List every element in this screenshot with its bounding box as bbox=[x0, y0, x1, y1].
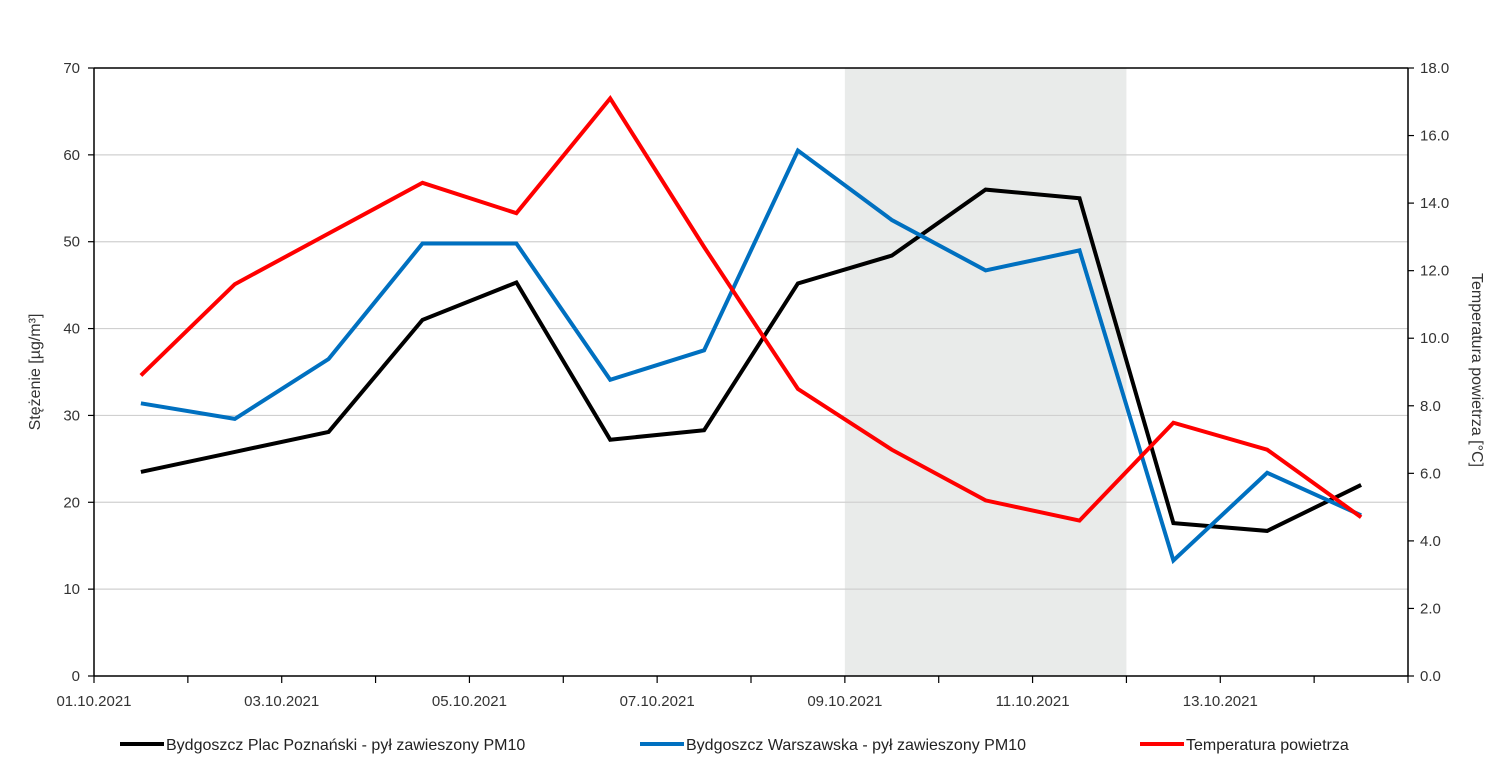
left-tick-label: 0 bbox=[72, 668, 80, 685]
left-tick-label: 30 bbox=[63, 407, 80, 424]
highlight-band bbox=[844, 68, 1127, 676]
legend-item: Bydgoszcz Warszawska - pył zawieszony PM… bbox=[640, 737, 1026, 754]
legend-label: Bydgoszcz Warszawska - pył zawieszony PM… bbox=[686, 737, 1026, 754]
x-tick-label: 09.10.2021 bbox=[807, 693, 882, 710]
left-tick-label: 40 bbox=[63, 321, 80, 338]
right-axis-title: Temperatura powietrza [°C] bbox=[1468, 273, 1485, 467]
x-tick-label: 11.10.2021 bbox=[996, 693, 1070, 710]
left-tick-label: 50 bbox=[63, 234, 80, 251]
left-tick-label: 10 bbox=[63, 581, 80, 598]
legend-label: Temperatura powietrza bbox=[1186, 737, 1349, 754]
x-tick-label: 05.10.2021 bbox=[432, 693, 507, 710]
right-tick-label: 2.0 bbox=[1420, 600, 1441, 617]
series-line-1 bbox=[140, 187, 1362, 533]
left-tick-label: 70 bbox=[63, 60, 80, 77]
right-tick-label: 12.0 bbox=[1420, 263, 1449, 280]
right-tick-label: 16.0 bbox=[1420, 128, 1449, 145]
right-tick-label: 4.0 bbox=[1420, 533, 1441, 550]
left-axis-ticks: 0 10 20 30 40 50 60 70 bbox=[63, 60, 94, 685]
left-tick-label: 60 bbox=[63, 147, 80, 164]
x-tick-label: 01.10.2021 bbox=[56, 693, 131, 710]
legend: Bydgoszcz Plac Poznański - pył zawieszon… bbox=[120, 737, 1349, 754]
legend-label: Bydgoszcz Plac Poznański - pył zawieszon… bbox=[166, 737, 525, 754]
legend-item: Temperatura powietrza bbox=[1140, 737, 1349, 754]
x-axis-ticks: 01.10.2021 03.10.2021 05.10.2021 07.10.2021… bbox=[56, 676, 1409, 710]
right-tick-label: 8.0 bbox=[1420, 398, 1441, 415]
x-tick-label: 07.10.2021 bbox=[620, 693, 695, 710]
axes bbox=[93, 67, 1409, 677]
series-line-2 bbox=[140, 147, 1362, 565]
right-axis-ticks: 0.0 2.0 4.0 6.0 8.0 10.0 12.0 14.0 16.0 18.0 bbox=[1408, 60, 1449, 685]
right-tick-label: 6.0 bbox=[1420, 465, 1441, 482]
series-line-3 bbox=[139, 94, 1363, 523]
left-axis-title: Stężenie [µg/m³] bbox=[27, 314, 44, 431]
x-tick-label: 03.10.2021 bbox=[244, 693, 319, 710]
right-tick-label: 14.0 bbox=[1420, 195, 1449, 212]
series-lines bbox=[139, 94, 1363, 565]
right-tick-label: 10.0 bbox=[1420, 330, 1449, 347]
x-tick-label: 13.10.2021 bbox=[1183, 693, 1258, 710]
right-tick-label: 18.0 bbox=[1420, 60, 1449, 77]
left-tick-label: 20 bbox=[63, 494, 80, 511]
legend-item: Bydgoszcz Plac Poznański - pył zawieszon… bbox=[120, 737, 525, 754]
right-tick-label: 0.0 bbox=[1420, 668, 1441, 685]
